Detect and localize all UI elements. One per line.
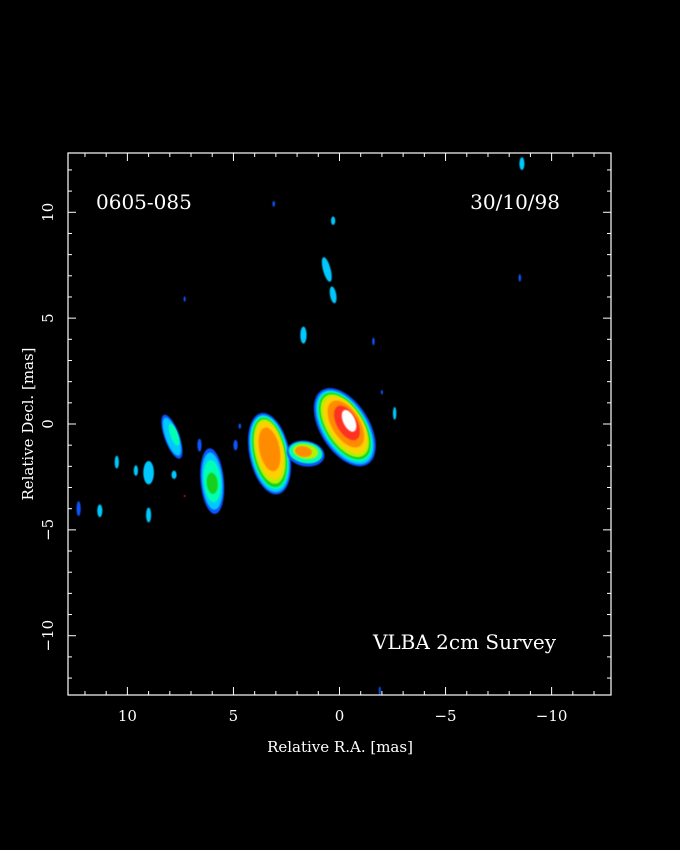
emission-map	[76, 157, 525, 695]
core-contour	[341, 409, 357, 432]
jet-knot-8-contour	[168, 423, 180, 446]
edge-feature	[238, 423, 242, 429]
y-axis-label: Relative Decl. [mas]	[19, 347, 37, 500]
north-feature	[331, 216, 336, 225]
inner-jet-knot-contour	[258, 427, 281, 472]
outer-jet-fragment	[171, 470, 177, 480]
outer-jet-fragment	[197, 438, 202, 452]
survey-label: VLBA 2cm Survey	[372, 630, 557, 654]
y-tick-label: 0	[39, 419, 57, 429]
epoch-label: 30/10/98	[470, 190, 560, 214]
outer-jet-fragment	[133, 465, 138, 476]
north-feature	[300, 326, 307, 344]
x-tick-label: 10	[118, 707, 137, 725]
edge-feature	[378, 686, 381, 695]
outer-jet-fragment	[76, 501, 81, 517]
west-feature	[372, 337, 375, 346]
west-feature	[392, 407, 397, 420]
bridge-contour	[295, 446, 312, 457]
jet-knot-6-contour	[206, 472, 218, 494]
outer-jet-fragment	[146, 507, 152, 523]
y-tick-label: −5	[39, 519, 57, 541]
x-tick-label: −5	[434, 707, 456, 725]
x-tick-label: 0	[335, 707, 345, 725]
speck	[183, 495, 186, 497]
source-name-label: 0605-085	[96, 190, 192, 214]
outer-jet-fragment	[97, 504, 103, 518]
outer-jet-fragment	[114, 455, 119, 469]
axis-ticks	[68, 153, 611, 695]
tick-labels: 10 5 0 −5 −10 10 5 0 −5 −10	[39, 203, 567, 725]
edge-feature	[272, 200, 276, 207]
edge-feature	[519, 157, 525, 170]
edge-feature	[183, 296, 186, 302]
edge-feature	[518, 274, 522, 282]
outer-jet-fragment	[143, 461, 154, 485]
y-tick-label: −10	[39, 620, 57, 652]
y-tick-label: 5	[39, 313, 57, 323]
x-tick-label: −10	[536, 707, 568, 725]
y-tick-label: 10	[39, 203, 57, 222]
edge-feature	[233, 439, 238, 451]
north-feature	[321, 257, 332, 282]
x-axis-label: Relative R.A. [mas]	[267, 738, 413, 756]
north-feature	[329, 286, 337, 304]
west-feature	[380, 390, 383, 395]
x-tick-label: 5	[229, 707, 239, 725]
